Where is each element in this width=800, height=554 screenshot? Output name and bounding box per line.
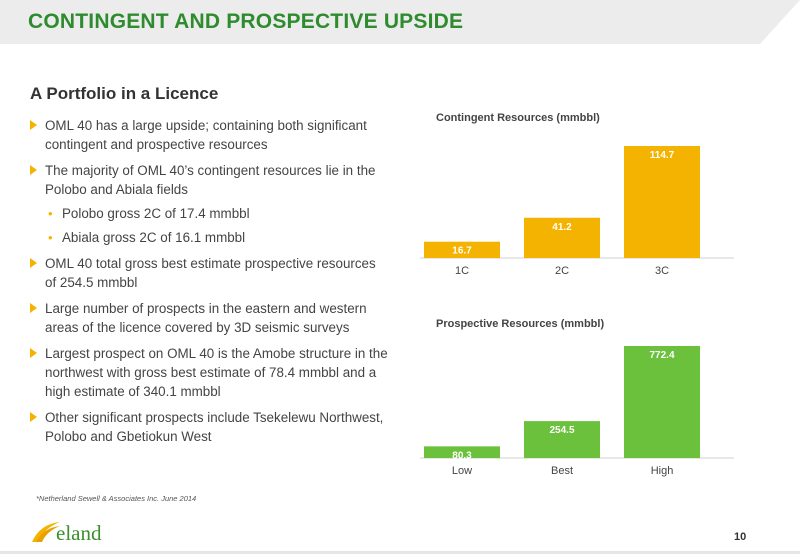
bar-3c <box>624 146 700 258</box>
triangle-bullet-icon <box>30 348 37 358</box>
triangle-bullet-icon <box>30 258 37 268</box>
title-bar <box>0 0 760 44</box>
sub-bullet-text: Polobo gross 2C of 17.4 mmbbl <box>62 206 250 221</box>
category-label: 3C <box>655 265 669 277</box>
footnote: *Netherland Sewell & Associates Inc. Jun… <box>36 494 197 503</box>
page-number: 10 <box>734 531 747 543</box>
sub-bullet-text: Abiala gross 2C of 16.1 mmbbl <box>62 230 246 245</box>
contingent-resources-chart: 16.7 1C 41.2 2C 114.7 3C <box>420 146 734 277</box>
bullet-text: Other significant prospects include Tsek… <box>45 410 384 444</box>
section-subtitle: A Portfolio in a Licence <box>30 84 219 103</box>
bullet-item: The majority of OML 40’s contingent reso… <box>30 161 390 199</box>
bullet-item: OML 40 total gross best estimate prospec… <box>30 254 390 292</box>
eland-logo: eland <box>32 521 102 545</box>
triangle-bullet-icon <box>30 165 37 175</box>
category-label: Best <box>551 465 573 477</box>
triangle-bullet-icon <box>30 412 37 422</box>
bullet-item: OML 40 has a large upside; containing bo… <box>30 116 390 154</box>
bar-best <box>524 421 600 458</box>
sub-bullet-item: • Polobo gross 2C of 17.4 mmbbl <box>30 204 390 223</box>
dot-bullet-icon: • <box>48 230 53 245</box>
bar-high <box>624 346 700 458</box>
bullet-text: OML 40 has a large upside; containing bo… <box>45 118 367 152</box>
category-label: 1C <box>455 265 469 277</box>
data-label: 41.2 <box>552 222 572 233</box>
bar-low <box>424 446 500 458</box>
category-label: Low <box>452 465 472 477</box>
data-label: 114.7 <box>650 150 675 161</box>
bullet-text: The majority of OML 40’s contingent reso… <box>45 163 376 197</box>
data-label: 16.7 <box>452 246 472 257</box>
triangle-bullet-icon <box>30 120 37 130</box>
data-label: 80.3 <box>452 450 472 461</box>
bullet-list: OML 40 has a large upside; containing bo… <box>30 116 390 453</box>
triangle-bullet-icon <box>30 303 37 313</box>
bullet-item: Large number of prospects in the eastern… <box>30 299 390 337</box>
sub-bullet-item: • Abiala gross 2C of 16.1 mmbbl <box>30 228 390 247</box>
title-bar-corner <box>760 0 800 44</box>
bullet-text: OML 40 total gross best estimate prospec… <box>45 256 376 290</box>
category-label: 2C <box>555 265 569 277</box>
contingent-chart-title: Contingent Resources (mmbbl) <box>436 112 600 124</box>
data-label: 254.5 <box>549 425 574 436</box>
dot-bullet-icon: • <box>48 206 53 221</box>
data-label: 772.4 <box>649 350 674 361</box>
page-title: CONTINGENT AND PROSPECTIVE UPSIDE <box>28 10 464 33</box>
logo-text: eland <box>56 521 102 545</box>
prospective-chart-title: Prospective Resources (mmbbl) <box>436 318 605 330</box>
category-label: High <box>651 465 674 477</box>
bullet-item: Largest prospect on OML 40 is the Amobe … <box>30 344 390 401</box>
bullet-text: Large number of prospects in the eastern… <box>45 301 367 335</box>
bottom-rule <box>0 551 800 554</box>
prospective-resources-chart: 80.3 Low 254.5 Best 772.4 High <box>420 346 734 477</box>
bullet-item: Other significant prospects include Tsek… <box>30 408 390 446</box>
bar-1c <box>424 241 500 258</box>
bar-2c <box>524 217 600 258</box>
bullet-text: Largest prospect on OML 40 is the Amobe … <box>45 346 388 399</box>
